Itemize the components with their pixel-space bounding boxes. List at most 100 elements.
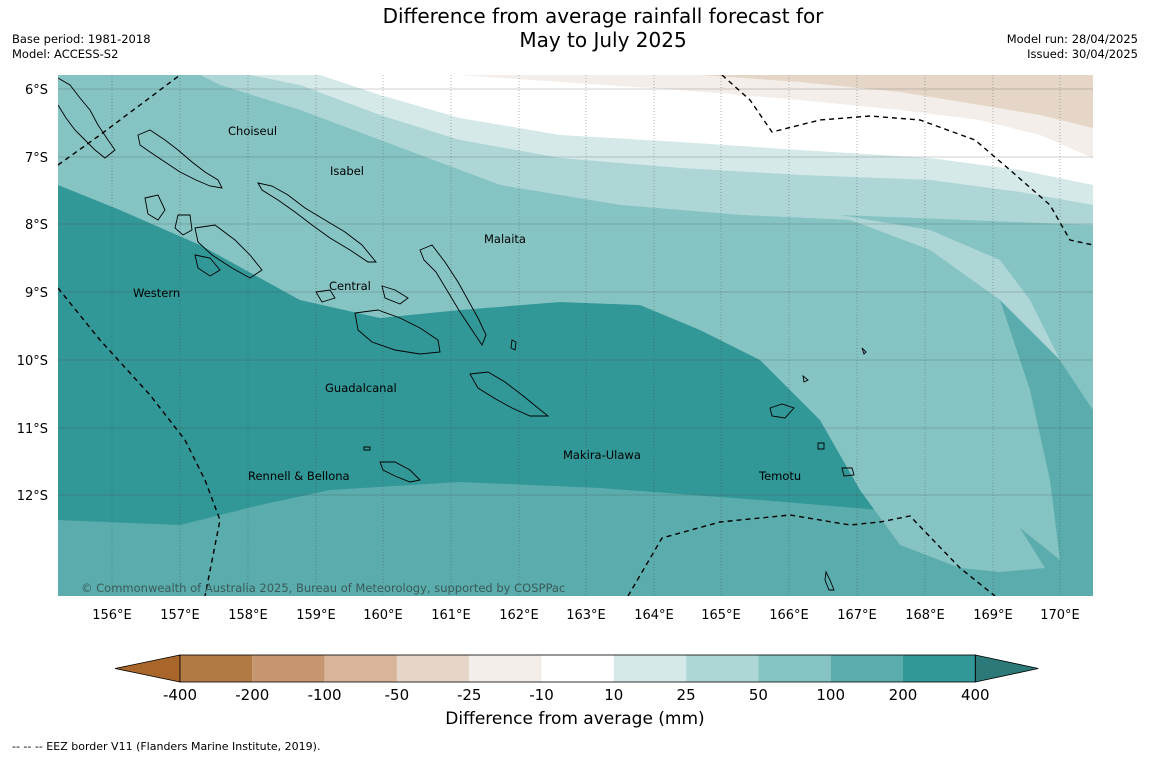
lat-label: 7°S — [25, 151, 48, 166]
lat-gridlines — [58, 88, 1093, 496]
lon-label: 169°E — [973, 608, 1013, 623]
colorbar-swatch — [686, 655, 759, 682]
island-small-3 — [363, 446, 371, 451]
base-period: Base period: 1981-2018 — [12, 32, 151, 46]
title-line-2: May to July 2025 — [519, 28, 687, 52]
label-central: Central — [329, 279, 371, 293]
island-temotu-4 — [802, 374, 809, 383]
band-50-100 — [58, 75, 1060, 572]
label-malaita: Malaita — [484, 232, 526, 246]
lon-label: 157°E — [160, 608, 200, 623]
band-50-100-east-top — [840, 215, 1093, 410]
colorbar-swatch — [830, 655, 903, 682]
lat-label: 9°S — [25, 286, 48, 301]
colorbar-tick-label: 25 — [677, 686, 696, 700]
model-name: Model: ACCESS-S2 — [12, 47, 119, 61]
colorbar-tick-label: 10 — [604, 686, 623, 700]
issued-date: Issued: 30/04/2025 — [1027, 47, 1138, 61]
lon-label: 167°E — [837, 608, 877, 623]
island-western-4 — [194, 254, 221, 277]
lon-label: 156°E — [92, 608, 132, 623]
island-western-3 — [144, 194, 166, 221]
lon-label: 163°E — [566, 608, 606, 623]
lon-labels: 156°E 157°E 158°E 159°E 160°E 161°E 162°… — [92, 608, 1080, 623]
colorbar-tick-label: -100 — [308, 686, 342, 700]
lon-label: 162°E — [499, 608, 539, 623]
lat-label: 6°S — [25, 83, 48, 98]
colorbar-title: Difference from average (mm) — [445, 709, 705, 729]
island-bougainville — [58, 77, 116, 159]
map-title: Difference from average rainfall forecas… — [300, 4, 906, 52]
colorbar-arrow-high — [974, 654, 1039, 683]
map-layers: Choiseul Isabel Malaita Western Central … — [58, 75, 1093, 596]
lat-label: 8°S — [25, 218, 48, 233]
label-western: Western — [133, 286, 180, 300]
island-malaita — [419, 244, 487, 346]
lon-label: 166°E — [769, 608, 809, 623]
eez-border — [58, 75, 1093, 596]
colorbar-tick-label: -400 — [163, 686, 197, 700]
label-temotu: Temotu — [758, 469, 801, 483]
island-central-1 — [315, 289, 336, 303]
lon-label: 159°E — [296, 608, 336, 623]
island-small-2 — [861, 347, 867, 355]
lon-label: 160°E — [363, 608, 403, 623]
island-central-2 — [381, 285, 409, 305]
lon-label: 168°E — [905, 608, 945, 623]
lat-label: 12°S — [17, 489, 48, 504]
island-western-2 — [194, 224, 263, 279]
colorbar-tick-label: -25 — [457, 686, 482, 700]
colorbar-frame — [179, 654, 976, 683]
lon-label: 165°E — [701, 608, 741, 623]
island-makira — [469, 371, 550, 417]
lat-label: 10°S — [17, 354, 48, 369]
island-rennell — [379, 461, 421, 483]
meta-right: Model run: 28/04/2025 Issued: 30/04/2025 — [1007, 32, 1138, 62]
model-run: Model run: 28/04/2025 — [1006, 32, 1138, 46]
colorbar-tick-label: -50 — [385, 686, 410, 700]
label-guadalcanal: Guadalcanal — [325, 381, 397, 395]
title-line-1: Difference from average rainfall forecas… — [382, 4, 824, 28]
island-temotu-5 — [824, 570, 835, 591]
islands — [58, 77, 867, 591]
island-isabel — [257, 182, 377, 263]
lat-labels: 6°S 7°S 8°S 9°S 10°S 11°S 12°S — [17, 83, 48, 504]
eez-legend-note: -- -- -- EEZ border V11 (Flanders Marine… — [12, 740, 321, 753]
lon-label: 164°E — [634, 608, 674, 623]
band-minus-50 — [700, 75, 1093, 128]
colorbar-swatch — [758, 655, 831, 682]
lat-label: 11°S — [17, 422, 48, 437]
lon-label: 170°E — [1040, 608, 1080, 623]
colorbar-tick-label: -200 — [235, 686, 269, 700]
label-isabel: Isabel — [330, 164, 364, 178]
colorbar-swatch — [613, 655, 687, 682]
band-25-50-east — [380, 140, 1093, 225]
island-temotu-3 — [841, 467, 855, 477]
forecast-map: Choiseul Isabel Malaita Western Central … — [17, 75, 1093, 700]
label-rennell: Rennell & Bellona — [248, 469, 350, 483]
colorbar-swatch — [541, 655, 614, 682]
island-temotu-1 — [769, 403, 795, 419]
colorbar-tick-label: 50 — [749, 686, 768, 700]
island-temotu-2 — [817, 442, 825, 450]
copyright-text: © Commonwealth of Australia 2025, Bureau… — [81, 581, 565, 595]
colorbar-swatch — [180, 655, 253, 682]
meta-left: Base period: 1981-2018 Model: ACCESS-S2 — [12, 32, 151, 62]
island-choiseul — [137, 129, 223, 189]
colorbar-tick-label: 400 — [961, 686, 990, 700]
colorbar-swatch — [396, 655, 470, 682]
colorbar-tick-label: 200 — [889, 686, 918, 700]
island-guadalcanal — [354, 309, 441, 355]
colorbar-tick-label: -10 — [529, 686, 554, 700]
colorbar-swatch — [252, 655, 325, 682]
lon-label: 158°E — [228, 608, 268, 623]
colorbar: -400 -200 -100 -50 -25 -10 10 25 50 100 200 400 — [114, 654, 1039, 700]
colorbar-tick-label: 100 — [816, 686, 845, 700]
lon-label: 161°E — [431, 608, 471, 623]
island-western-1 — [174, 214, 193, 236]
colorbar-swatch — [324, 655, 397, 682]
island-small-1 — [510, 339, 517, 351]
colorbar-swatch — [469, 655, 542, 682]
colorbar-arrow-low — [114, 654, 181, 683]
colorbar-swatch — [903, 655, 976, 682]
